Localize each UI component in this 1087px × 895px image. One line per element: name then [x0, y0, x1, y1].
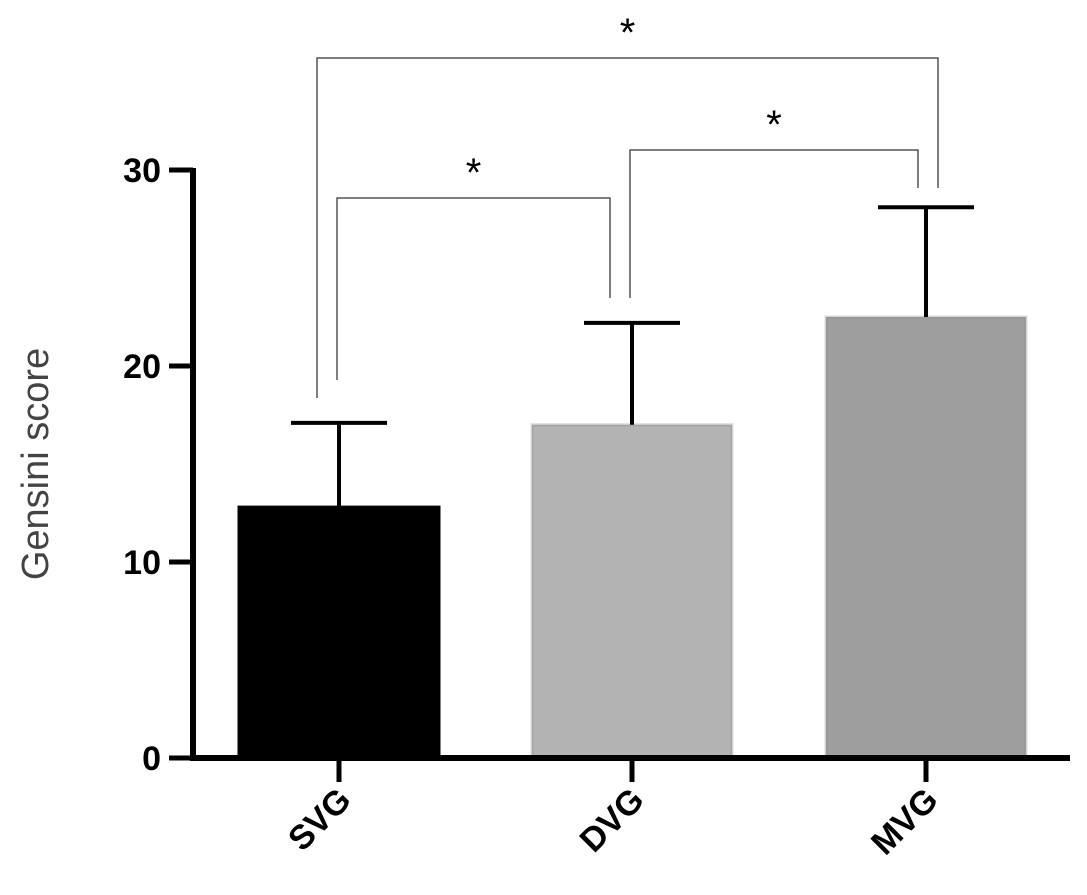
bar-dvg — [530, 423, 734, 760]
significance-label: * — [466, 151, 482, 195]
y-tick-label: 10 — [123, 544, 161, 582]
y-tick-label: 30 — [123, 152, 161, 190]
significance-bracket — [336, 197, 611, 380]
category-label-dvg: DVG — [573, 781, 652, 860]
significance-bracket — [316, 57, 939, 398]
plot-area: 0 10 20 30 SVG DVG MVG * * * — [123, 11, 1070, 862]
category-label-svg: SVG — [281, 781, 359, 859]
y-axis-title: Gensini score — [15, 348, 57, 580]
significance-label: * — [620, 11, 636, 55]
y-tick-label: 0 — [142, 740, 161, 778]
bar-mvg — [824, 315, 1028, 760]
category-label-mvg: MVG — [864, 781, 946, 863]
significance-bracket — [629, 149, 919, 298]
significance-label: * — [766, 103, 782, 147]
bar-svg — [237, 505, 441, 760]
y-tick-label: 20 — [123, 348, 161, 386]
